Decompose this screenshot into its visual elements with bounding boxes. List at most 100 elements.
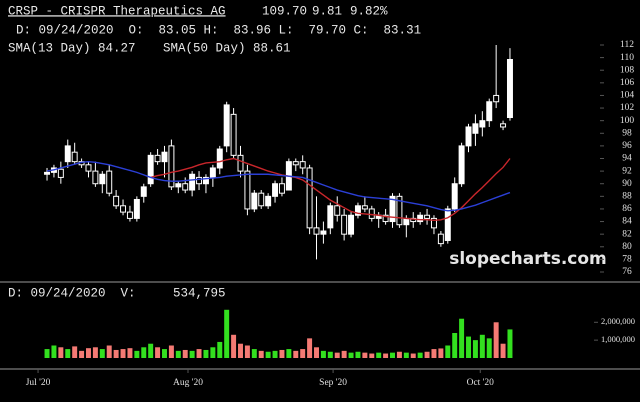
y-tick-label: 78 — [622, 255, 632, 265]
candle-body — [389, 195, 396, 223]
sma-line — [46, 160, 511, 212]
volume-bar — [376, 352, 382, 358]
volume-bar — [410, 353, 416, 358]
candle-body — [161, 151, 168, 163]
volume-bar — [155, 347, 161, 358]
legend-entry: SMA(50 Day) 88.61 — [163, 41, 291, 55]
candle-body — [196, 176, 203, 185]
candle-body — [451, 183, 458, 210]
y-tick-label: 86 — [622, 204, 632, 214]
candle-body — [237, 154, 244, 172]
volume-bar — [134, 350, 140, 358]
x-tick-label: Aug '20 — [173, 378, 203, 388]
ohlc-info: D: 09/24/2020 O: 83.05 H: 83.96 L: 79.70… — [16, 23, 421, 37]
y-tick-label: 76 — [622, 267, 632, 277]
volume-bar — [44, 349, 50, 358]
candle-body — [168, 145, 175, 188]
candle-body — [306, 167, 313, 229]
volume-bar — [217, 341, 223, 358]
volume-bar — [390, 352, 395, 358]
candle-body — [126, 211, 133, 219]
watermark: slopecharts.com — [449, 249, 607, 269]
candle-body — [202, 176, 209, 185]
candle-body — [424, 214, 431, 219]
candle-body — [223, 104, 230, 147]
candle-body — [403, 217, 410, 226]
volume-bar — [148, 343, 154, 358]
volume-bar — [162, 349, 167, 358]
candle-body — [189, 173, 196, 191]
candle-body — [113, 195, 120, 207]
volume-bar — [493, 322, 499, 358]
volume-bar — [244, 345, 250, 358]
candle-body — [368, 208, 375, 219]
candle-body — [486, 101, 493, 122]
candle-body — [299, 161, 306, 169]
volume-bar — [320, 350, 326, 358]
candle-body — [258, 192, 265, 207]
candle-body — [154, 154, 161, 163]
candle-body — [458, 145, 465, 185]
price-change: 9.81 — [312, 4, 342, 18]
volume-bar — [196, 349, 202, 358]
volume-bar — [224, 309, 230, 358]
volume-bar — [231, 334, 237, 358]
volume-bar — [452, 333, 458, 358]
candle-body — [209, 167, 216, 178]
volume-bar — [396, 351, 402, 358]
candle-body — [278, 183, 285, 194]
y-tick-label: 98 — [622, 128, 632, 138]
volume-bar — [79, 350, 85, 358]
volume-bar — [479, 334, 485, 358]
candle-body — [479, 120, 486, 128]
candle-body — [382, 214, 389, 223]
candle-body — [57, 168, 64, 178]
candle-body — [348, 214, 355, 235]
candle-body — [354, 205, 361, 216]
candle-body — [230, 113, 237, 156]
volume-bar — [341, 350, 347, 358]
volume-bar — [424, 351, 430, 358]
candle-body — [71, 151, 78, 163]
volume-bar — [293, 350, 299, 358]
y-tick-label: 106 — [620, 78, 635, 88]
candle-body — [147, 154, 154, 185]
volume-bar — [238, 343, 243, 358]
candle-body — [361, 205, 368, 210]
volume-bar — [92, 347, 98, 358]
candle-body — [493, 94, 500, 103]
candle-body — [244, 170, 251, 210]
volume-bar — [286, 349, 292, 358]
y-tick-label: 100 — [620, 116, 635, 126]
candle-body — [320, 230, 327, 235]
volume-bar — [300, 349, 306, 358]
volume-bar — [403, 352, 409, 358]
volume-bar — [459, 318, 465, 358]
volume-bar — [272, 350, 278, 358]
candle-body — [272, 183, 279, 197]
volume-bar — [348, 352, 354, 358]
candle-body — [216, 148, 223, 169]
legend-entry: SMA(13 Day) 84.27 — [8, 41, 136, 55]
y-tick-label: 90 — [622, 179, 632, 189]
price-change-pct: 9.82% — [350, 4, 388, 18]
volume-bar — [120, 349, 126, 358]
candle-body — [64, 145, 71, 163]
x-tick-label: Jul '20 — [26, 378, 51, 388]
volume-bar — [175, 350, 181, 358]
volume-info: D: 09/24/2020 V: 534,795 — [8, 286, 226, 300]
volume-bar — [168, 345, 174, 358]
candle-body — [396, 195, 403, 226]
x-tick-label: Sep '20 — [319, 378, 347, 388]
candle-body — [251, 192, 258, 210]
y-tick-label: 96 — [622, 141, 632, 151]
volume-bar — [265, 351, 271, 358]
candle-body — [327, 205, 334, 229]
volume-bar — [307, 338, 313, 358]
candle-body — [175, 183, 182, 188]
candle-body — [472, 123, 479, 134]
volume-y-tick-label: 1,000,000 — [601, 334, 635, 344]
volume-bar — [445, 345, 451, 358]
last-price: 109.70 — [262, 4, 307, 18]
